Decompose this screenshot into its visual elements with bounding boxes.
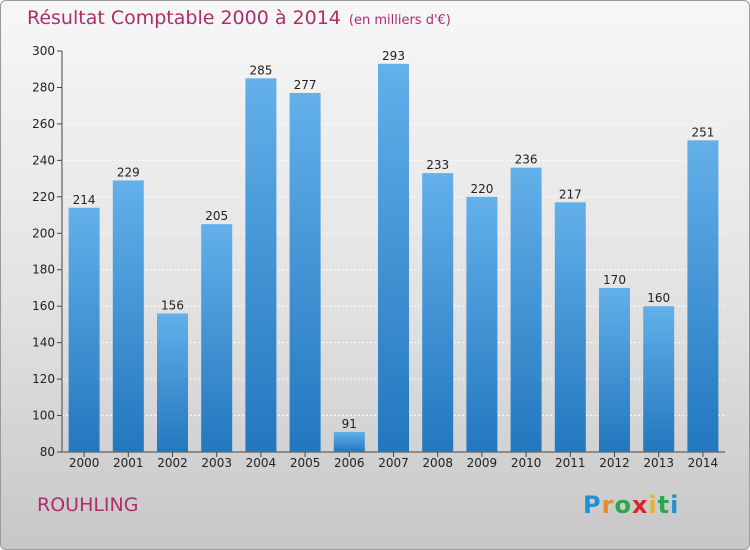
x-tick-label: 2014 [688,456,719,470]
y-tick-label: 280 [32,80,55,94]
bar [201,224,233,452]
y-tick-label: 260 [32,117,55,131]
x-tick-label: 2002 [157,456,188,470]
brand-letter: t [657,491,671,519]
bar [333,431,365,452]
y-tick-label: 200 [32,226,55,240]
bar [510,167,542,452]
chart-title: Résultat Comptable 2000 à 2014 (en millie… [27,7,451,29]
brand-logo: Proxiti [583,491,679,519]
bar [466,196,498,452]
bar-value-label: 91 [342,417,357,431]
bar [687,140,719,452]
bar-value-label: 277 [294,78,317,92]
x-tick-label: 2013 [643,456,674,470]
brand-letter: r [601,491,615,519]
bar [68,207,100,452]
y-tick-label: 240 [32,153,55,167]
bar-value-label: 156 [161,298,184,312]
x-tick-label: 2005 [290,456,321,470]
bar-value-label: 236 [515,153,538,167]
y-tick-label: 220 [32,190,55,204]
bar-value-label: 220 [470,182,493,196]
y-tick-label: 120 [32,372,55,386]
bar [112,180,144,452]
bars [68,63,719,452]
bar-value-label: 160 [647,291,670,305]
bar-value-label: 285 [249,63,272,77]
bar-value-label: 170 [603,273,626,287]
brand-letter: i [670,491,680,519]
bar-value-label: 217 [559,187,582,201]
bar [157,313,188,452]
x-tick-label: 2001 [113,456,144,470]
title-text: Résultat Comptable 2000 à 2014 [27,7,341,29]
bar-value-label: 233 [426,158,449,172]
data-labels: 214 229 156 205 285 277 91 293 233 220 236 217 170 16… [73,49,715,431]
bar [599,287,630,452]
bar-value-label: 214 [73,193,96,207]
bar [245,78,277,452]
x-tick-label: 2008 [422,456,453,470]
bar-value-label: 229 [117,165,140,179]
x-tick-label: 2003 [201,456,232,470]
x-tick-label: 2010 [511,456,542,470]
x-tick-label: 2009 [467,456,498,470]
brand-letter: i [648,491,658,519]
x-tick-label: 2012 [599,456,630,470]
commune-name: ROUHLING [37,494,139,516]
bar [554,202,586,452]
brand-letter: x [631,491,649,519]
brand-letter: o [614,491,632,519]
y-tick-label: 140 [32,336,55,350]
bar-value-label: 293 [382,49,405,63]
brand-letter: P [583,491,602,519]
y-tick-label: 180 [32,263,55,277]
unit-note: (en milliers d'€) [348,13,451,28]
y-tick-label: 300 [32,44,55,58]
y-tick-label: 100 [32,409,55,423]
bar-value-label: 251 [691,125,714,139]
bar [378,63,409,452]
y-tick-label: 80 [40,445,55,459]
bar [422,173,454,452]
x-tick-label: 2011 [555,456,586,470]
y-tick-label: 160 [32,299,55,313]
bar [289,92,321,452]
x-tick-label: 2006 [334,456,365,470]
x-tick-label: 2000 [69,456,100,470]
x-tick-label: 2004 [246,456,277,470]
x-tick-label: 2007 [378,456,409,470]
bar-value-label: 205 [205,209,228,223]
bar [643,306,675,452]
